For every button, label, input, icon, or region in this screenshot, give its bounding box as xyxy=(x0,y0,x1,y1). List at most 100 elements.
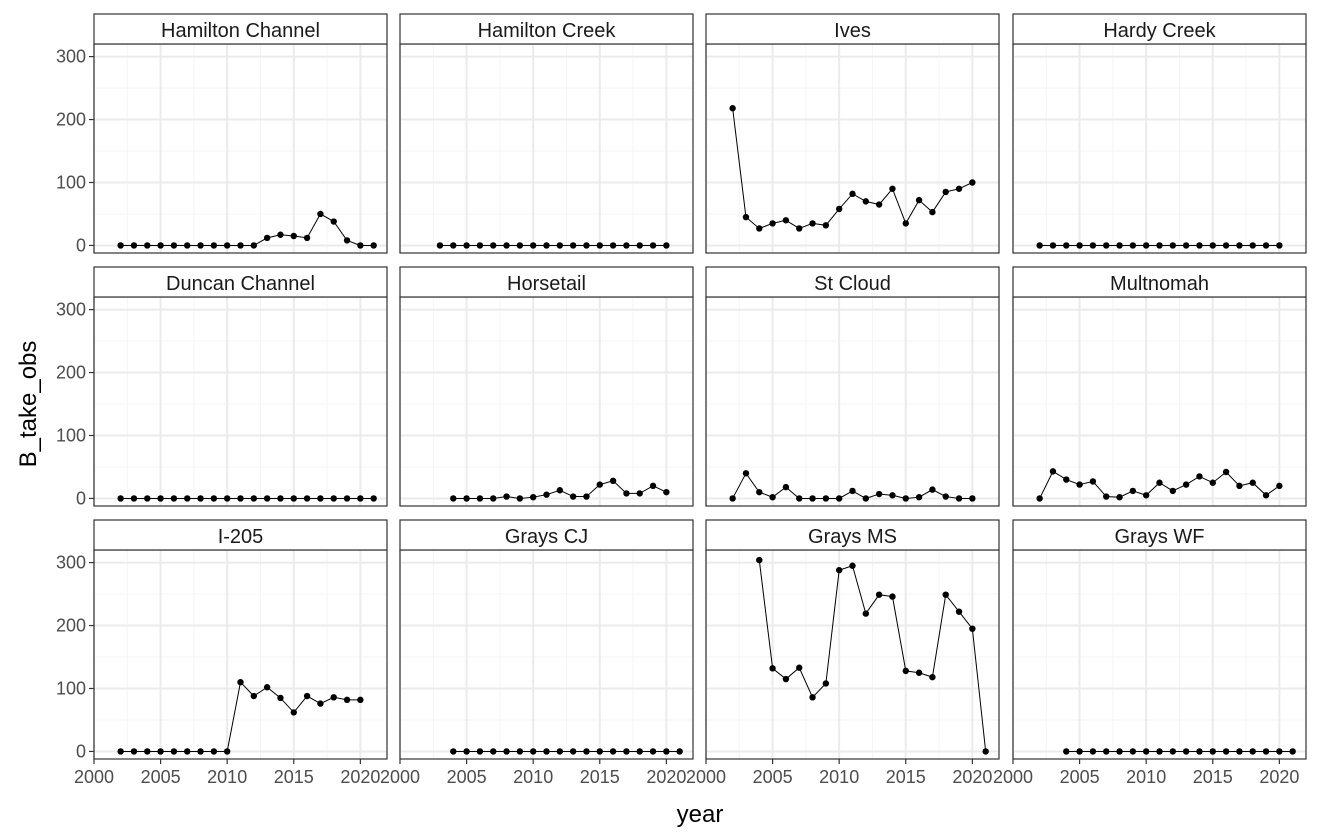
facet-strip-label: Multnomah xyxy=(1110,273,1209,295)
data-point xyxy=(1236,242,1243,249)
facet-strip xyxy=(705,266,1000,298)
facet-strip xyxy=(399,519,694,551)
data-point xyxy=(490,495,497,502)
data-point xyxy=(476,242,484,249)
data-point xyxy=(862,610,870,617)
data-point xyxy=(969,179,976,186)
data-point xyxy=(503,493,510,500)
y-tick-label: 300 xyxy=(56,553,86,573)
data-point xyxy=(343,696,351,704)
x-tick-label: 2000 xyxy=(74,767,114,787)
y-tick-label: 100 xyxy=(56,172,86,192)
data-point xyxy=(1249,748,1256,755)
panel-background xyxy=(94,44,387,253)
data-point xyxy=(1036,242,1043,249)
data-point xyxy=(769,220,776,227)
data-point xyxy=(1116,493,1123,501)
x-tick-label: 2010 xyxy=(207,767,247,787)
data-point xyxy=(822,495,830,502)
data-point xyxy=(1089,748,1097,755)
data-point xyxy=(782,217,790,224)
data-point xyxy=(1089,242,1097,249)
data-point xyxy=(1142,748,1150,755)
data-point xyxy=(223,242,231,249)
data-point xyxy=(1156,242,1163,249)
data-point xyxy=(809,694,816,701)
data-point xyxy=(756,488,763,496)
data-point xyxy=(1129,748,1137,755)
data-point xyxy=(1129,242,1137,249)
data-point xyxy=(476,495,484,502)
x-tick-label: 2000 xyxy=(686,767,726,787)
data-point xyxy=(144,748,151,755)
data-point xyxy=(1209,748,1216,755)
data-point xyxy=(1276,748,1283,755)
data-point xyxy=(543,491,550,498)
panel-background xyxy=(706,297,999,506)
data-point xyxy=(1289,748,1296,755)
data-point xyxy=(782,483,790,491)
data-point xyxy=(117,495,124,502)
data-point xyxy=(569,493,577,500)
y-tick-label: 0 xyxy=(76,741,86,761)
data-point xyxy=(516,242,524,249)
data-point xyxy=(1142,492,1150,499)
data-point xyxy=(929,673,936,681)
data-point xyxy=(742,213,750,221)
data-point xyxy=(1076,242,1083,249)
data-point xyxy=(157,748,164,755)
data-point xyxy=(450,242,457,249)
data-point xyxy=(170,748,178,755)
data-point xyxy=(649,242,657,249)
data-point xyxy=(915,493,923,501)
data-point xyxy=(1063,748,1070,755)
y-tick-label: 0 xyxy=(76,235,86,255)
data-point xyxy=(1222,468,1230,476)
data-point xyxy=(130,242,138,249)
facet-strip-label: Grays WF xyxy=(1115,526,1205,548)
data-point xyxy=(769,493,776,501)
data-point xyxy=(929,208,936,216)
data-point xyxy=(663,488,670,496)
panel-background xyxy=(400,44,693,253)
y-axis-title: B_take_obs xyxy=(15,341,42,468)
panel-background xyxy=(400,297,693,506)
facet-panel: Grays CJ 2000 2005 2010 2015 2020 xyxy=(380,519,694,787)
data-point xyxy=(929,486,936,493)
data-point xyxy=(609,477,617,485)
data-point xyxy=(529,748,537,755)
data-point xyxy=(649,748,657,755)
data-point xyxy=(1182,748,1190,755)
data-point xyxy=(942,188,949,196)
data-point xyxy=(663,748,670,755)
data-point xyxy=(1222,242,1230,249)
data-point xyxy=(1209,479,1216,486)
data-point xyxy=(849,487,856,495)
data-point xyxy=(317,495,324,502)
data-point xyxy=(144,242,151,249)
facet-strip-label: Hamilton Channel xyxy=(161,20,320,42)
data-point xyxy=(303,692,311,700)
data-point xyxy=(1249,479,1256,486)
y-tick-label: 100 xyxy=(56,678,86,698)
data-point xyxy=(237,678,244,686)
y-tick-label: 0 xyxy=(76,488,86,508)
data-point xyxy=(942,493,949,500)
data-point xyxy=(955,608,963,615)
data-point xyxy=(676,748,683,755)
x-tick-label: 2000 xyxy=(380,767,420,787)
data-point xyxy=(1116,242,1123,249)
facet-panel: I-205 0 100 200 300 2000 2005 2010 2015 2020 xyxy=(56,519,388,787)
data-point xyxy=(1249,242,1256,249)
data-point xyxy=(636,490,643,497)
y-tick-label: 300 xyxy=(56,47,86,67)
data-point xyxy=(263,495,271,502)
data-point xyxy=(1196,748,1203,755)
data-point xyxy=(1049,242,1057,249)
data-point xyxy=(1262,748,1270,755)
facet-panel: St Cloud xyxy=(705,266,1000,507)
data-point xyxy=(250,495,258,502)
data-point xyxy=(849,562,856,569)
data-point xyxy=(357,495,364,502)
data-point xyxy=(436,242,444,249)
